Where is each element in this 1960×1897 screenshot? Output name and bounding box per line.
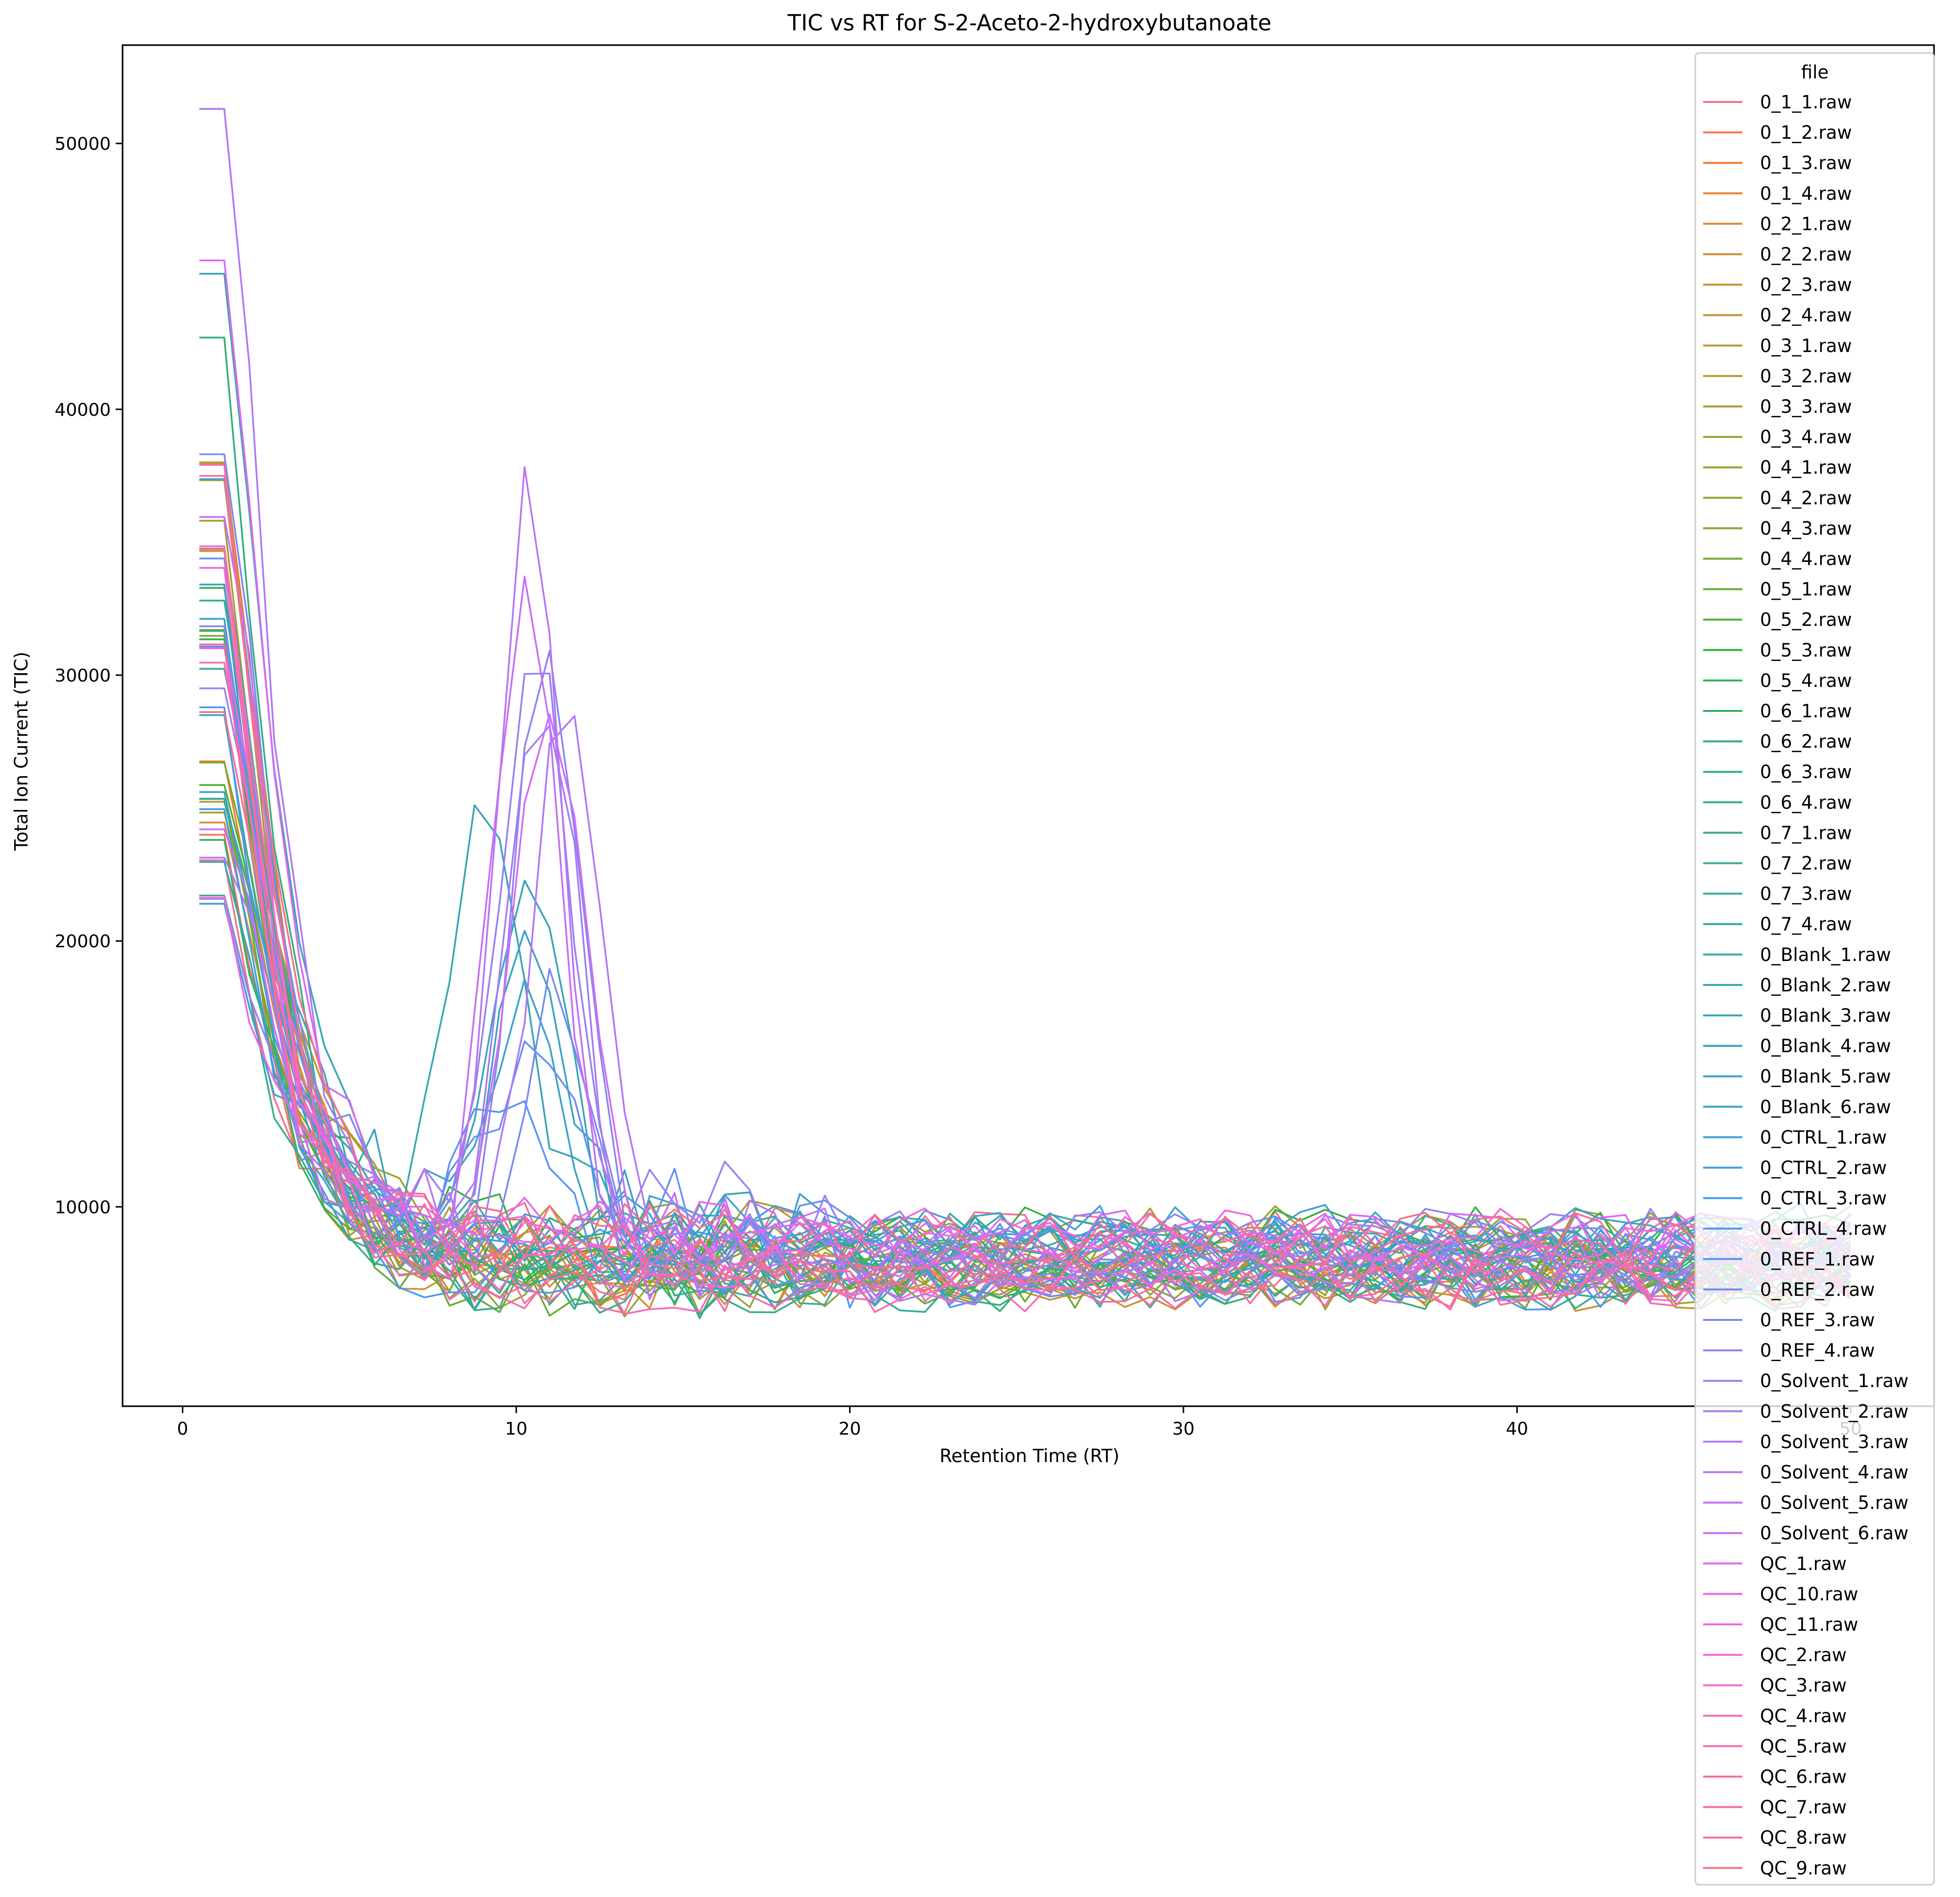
legend-label: 0_2_1.raw <box>1760 213 1852 234</box>
series-line <box>199 464 1852 1313</box>
series-line <box>199 567 1851 1270</box>
legend-label: 0_REF_2.raw <box>1760 1279 1875 1300</box>
legend-label: 0_Solvent_3.raw <box>1760 1431 1909 1452</box>
legend-label: 0_Blank_4.raw <box>1760 1036 1891 1057</box>
legend-label: 0_4_4.raw <box>1760 549 1852 570</box>
legend-label: QC_8.raw <box>1760 1827 1847 1848</box>
legend-label: 0_6_2.raw <box>1760 731 1852 752</box>
legend-label: 0_7_2.raw <box>1760 853 1852 874</box>
legend-label: 0_REF_1.raw <box>1760 1249 1875 1270</box>
series-line <box>199 661 1851 1315</box>
legend-items: 0_1_1.raw 0_1_2.raw 0_1_3.raw 0_1_4.raw 0_2_… <box>1703 92 1909 1879</box>
legend-label: 0_4_1.raw <box>1760 457 1852 478</box>
legend-box <box>1694 52 1935 1886</box>
legend-label: 0_6_1.raw <box>1760 701 1852 722</box>
legend: file 0_1_1.raw 0_1_2.raw 0_1_3.raw 0_1_4.ra… <box>1694 52 1935 1886</box>
legend-label: 0_Solvent_6.raw <box>1760 1523 1909 1544</box>
legend-label: 0_6_4.raw <box>1760 792 1852 813</box>
x-tick-label: 20 <box>839 1419 861 1439</box>
legend-label: 0_Solvent_2.raw <box>1760 1401 1909 1422</box>
series-line <box>199 587 1851 1294</box>
chart-title: TIC vs RT for S-2-Aceto-2-hydroxybutanoa… <box>787 10 1272 36</box>
legend-label: 0_3_2.raw <box>1760 366 1852 387</box>
legend-label: 0_7_3.raw <box>1760 884 1852 905</box>
legend-label: 0_5_2.raw <box>1760 609 1852 631</box>
x-tick-label: 30 <box>1172 1419 1195 1439</box>
legend-label: 0_4_2.raw <box>1760 487 1852 508</box>
legend-label: 0_Blank_3.raw <box>1760 1005 1891 1026</box>
legend-label: QC_6.raw <box>1760 1767 1847 1788</box>
legend-label: 0_CTRL_4.raw <box>1760 1218 1887 1239</box>
y-axis: 10000 20000 30000 40000 50000 <box>54 134 123 1217</box>
series-line <box>199 839 1851 1305</box>
legend-label: 0_5_4.raw <box>1760 670 1852 691</box>
legend-label: QC_7.raw <box>1760 1797 1847 1818</box>
series-line <box>199 453 1852 1287</box>
legend-label: 0_3_1.raw <box>1760 335 1852 356</box>
legend-label: 0_1_4.raw <box>1760 183 1852 204</box>
series-line <box>199 808 1852 1270</box>
legend-label: 0_Blank_5.raw <box>1760 1066 1891 1087</box>
legend-label: 0_1_3.raw <box>1760 152 1852 174</box>
legend-label: 0_Blank_2.raw <box>1760 975 1891 996</box>
series-line <box>199 516 1851 1300</box>
legend-label: 0_Solvent_4.raw <box>1760 1462 1909 1483</box>
y-tick-label: 10000 <box>54 1197 111 1217</box>
x-tick-label: 0 <box>177 1419 188 1439</box>
legend-label: 0_5_3.raw <box>1760 640 1852 661</box>
legend-label: 0_6_3.raw <box>1760 761 1852 783</box>
legend-label: 0_Blank_6.raw <box>1760 1096 1891 1117</box>
y-axis-label: Total Ion Current (TIC) <box>11 652 32 851</box>
legend-label: 0_REF_3.raw <box>1760 1310 1875 1331</box>
legend-label: 0_2_4.raw <box>1760 305 1852 326</box>
legend-label: 0_CTRL_2.raw <box>1760 1158 1887 1179</box>
series-line <box>199 259 1852 1263</box>
y-tick-label: 40000 <box>54 400 111 420</box>
legend-label: 0_4_3.raw <box>1760 518 1852 539</box>
series-line <box>199 475 1852 1273</box>
legend-label: QC_9.raw <box>1760 1858 1847 1879</box>
legend-label: 0_CTRL_1.raw <box>1760 1127 1887 1148</box>
series-line <box>199 643 1851 1280</box>
legend-label: QC_4.raw <box>1760 1705 1847 1726</box>
legend-label: 0_2_2.raw <box>1760 244 1852 265</box>
legend-label: 0_CTRL_3.raw <box>1760 1188 1887 1209</box>
series-line <box>199 625 1851 1302</box>
y-tick-label: 50000 <box>54 134 111 154</box>
x-tick-label: 40 <box>1506 1419 1528 1439</box>
legend-label: 0_Blank_1.raw <box>1760 944 1891 965</box>
legend-label: 0_1_1.raw <box>1760 92 1852 113</box>
legend-label: 0_3_4.raw <box>1760 427 1852 448</box>
legend-label: QC_10.raw <box>1760 1584 1858 1605</box>
series-line <box>199 711 1851 1314</box>
legend-label: 0_REF_4.raw <box>1760 1340 1875 1361</box>
legend-label: 0_7_4.raw <box>1760 914 1852 935</box>
legend-label: 0_1_2.raw <box>1760 122 1852 143</box>
legend-label: 0_Solvent_1.raw <box>1760 1370 1909 1391</box>
legend-label: 0_7_1.raw <box>1760 822 1852 843</box>
x-axis-label: Retention Time (RT) <box>940 1445 1120 1467</box>
legend-label: 0_3_3.raw <box>1760 396 1852 417</box>
series-line <box>199 548 1852 1304</box>
legend-label: QC_11.raw <box>1760 1614 1858 1635</box>
legend-label: QC_2.raw <box>1760 1644 1847 1666</box>
legend-label: 0_5_1.raw <box>1760 579 1852 600</box>
legend-label: QC_3.raw <box>1760 1675 1847 1696</box>
legend-label: QC_1.raw <box>1760 1553 1847 1574</box>
x-tick-label: 10 <box>505 1419 528 1439</box>
series-layer <box>199 108 1852 1319</box>
legend-label: QC_5.raw <box>1760 1736 1847 1757</box>
legend-title: file <box>1801 62 1829 83</box>
y-tick-label: 20000 <box>54 932 111 952</box>
series-line <box>199 791 1851 1279</box>
series-line <box>199 576 1851 1297</box>
legend-label: 0_Solvent_5.raw <box>1760 1492 1909 1514</box>
legend-label: 0_2_3.raw <box>1760 275 1852 296</box>
y-tick-label: 30000 <box>54 666 111 686</box>
series-line <box>199 548 1852 1297</box>
